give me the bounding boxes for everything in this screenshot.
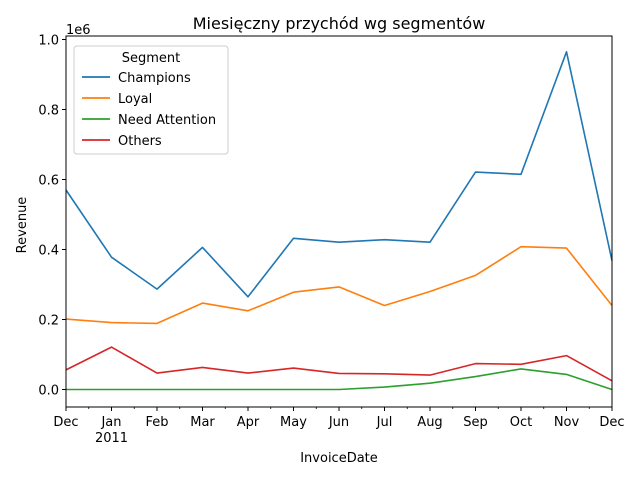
x-tick-label: Nov bbox=[554, 415, 580, 430]
y-tick-label: 0.0 bbox=[38, 384, 59, 399]
y-tick-label: 0.8 bbox=[38, 104, 59, 119]
legend-label: Need Attention bbox=[118, 113, 216, 128]
y-offset-label: 1e6 bbox=[66, 23, 91, 38]
x-tick-label: Mar bbox=[190, 415, 215, 430]
plot-frame bbox=[65, 35, 613, 408]
x-tick-label: Sep bbox=[463, 415, 488, 430]
series-line-others bbox=[65, 346, 613, 382]
y-tick-label: 0.6 bbox=[38, 174, 59, 189]
series-layer bbox=[65, 50, 613, 391]
x-tick-label: Jan bbox=[100, 415, 121, 430]
series-line-loyal bbox=[65, 245, 613, 325]
legend-label: Loyal bbox=[118, 92, 152, 107]
legend-label: Champions bbox=[118, 71, 191, 86]
y-tick-label: 0.4 bbox=[38, 244, 59, 259]
x-year-label: 2011 bbox=[95, 431, 128, 446]
x-tick-label: Aug bbox=[417, 415, 442, 430]
y-axis-title: Revenue bbox=[15, 197, 30, 254]
x-tick-label: May bbox=[280, 415, 307, 430]
chart-title: Miesięczny przychód wg segmentów bbox=[193, 14, 486, 33]
x-tick-label: Oct bbox=[510, 415, 532, 430]
legend-label: Others bbox=[118, 134, 162, 149]
x-tick-label: Dec bbox=[53, 415, 78, 430]
x-tick-label: Apr bbox=[237, 415, 260, 430]
series-line-champions bbox=[65, 50, 613, 298]
x-tick-label: Feb bbox=[145, 415, 168, 430]
legend-title: Segment bbox=[122, 51, 181, 66]
y-tick-label: 0.2 bbox=[38, 314, 59, 329]
y-tick-label: 1.0 bbox=[38, 34, 59, 49]
x-tick-label: Jul bbox=[376, 415, 393, 430]
x-tick-label: Jun bbox=[328, 415, 349, 430]
series-line-need-attention bbox=[66, 368, 613, 391]
x-axis-title: InvoiceDate bbox=[300, 451, 378, 466]
ticks-layer: Dec Jan Feb Mar Apr May Jun Jul Aug Sep Oct Nov Dec 2… bbox=[38, 34, 624, 447]
legend-box bbox=[73, 45, 229, 155]
x-tick-label: Dec bbox=[599, 415, 624, 430]
legend: Segment Champions Loyal Need Attention Other… bbox=[73, 45, 229, 155]
